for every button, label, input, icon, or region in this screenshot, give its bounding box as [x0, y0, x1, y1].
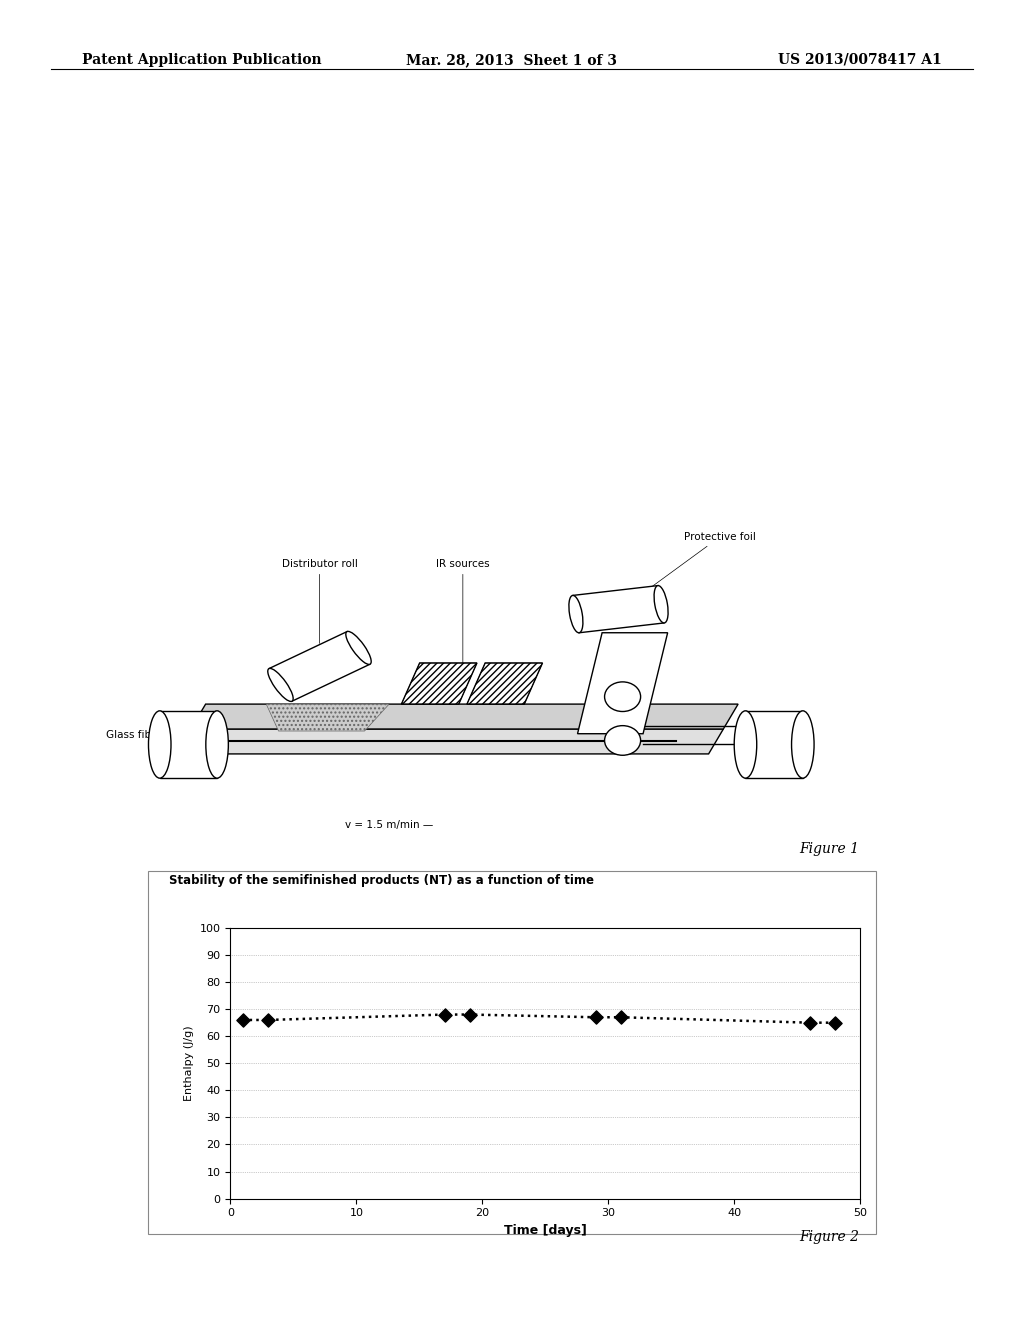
Text: IR sources: IR sources [436, 558, 489, 667]
Point [612, 1007, 629, 1028]
Ellipse shape [206, 711, 228, 779]
Polygon shape [190, 704, 738, 729]
Point [826, 1012, 843, 1034]
Polygon shape [572, 586, 665, 632]
Text: Glass fiber: Glass fiber [106, 730, 163, 741]
Ellipse shape [734, 711, 757, 779]
Ellipse shape [346, 631, 372, 664]
Text: Mar. 28, 2013  Sheet 1 of 3: Mar. 28, 2013 Sheet 1 of 3 [407, 53, 617, 67]
Text: Figure 1: Figure 1 [799, 842, 859, 857]
Point [802, 1012, 818, 1034]
Polygon shape [176, 729, 723, 754]
Text: Protective foil: Protective foil [637, 532, 756, 598]
Polygon shape [266, 704, 389, 731]
Ellipse shape [569, 595, 583, 632]
X-axis label: Time [days]: Time [days] [504, 1224, 587, 1237]
Point [462, 1005, 478, 1026]
Text: Stability of the semifinished products (NT) as a function of time: Stability of the semifinished products (… [169, 874, 594, 887]
Polygon shape [269, 631, 370, 701]
Polygon shape [160, 711, 217, 779]
Text: Distributor roll: Distributor roll [282, 558, 357, 643]
Point [260, 1010, 276, 1031]
Text: US 2013/0078417 A1: US 2013/0078417 A1 [778, 53, 942, 67]
Point [436, 1005, 453, 1026]
Polygon shape [401, 663, 477, 704]
Polygon shape [467, 663, 543, 704]
Point [234, 1010, 251, 1031]
Point [588, 1007, 604, 1028]
Text: Figure 2: Figure 2 [799, 1230, 859, 1245]
Text: v = 1.5 m/min —: v = 1.5 m/min — [345, 820, 433, 829]
Polygon shape [745, 711, 803, 779]
Y-axis label: Enthalpy (J/g): Enthalpy (J/g) [184, 1026, 195, 1101]
Ellipse shape [267, 668, 293, 701]
Ellipse shape [148, 711, 171, 779]
Polygon shape [578, 632, 668, 734]
Text: Patent Application Publication: Patent Application Publication [82, 53, 322, 67]
Ellipse shape [654, 586, 668, 623]
Circle shape [604, 726, 641, 755]
Circle shape [604, 682, 641, 711]
Ellipse shape [792, 711, 814, 779]
